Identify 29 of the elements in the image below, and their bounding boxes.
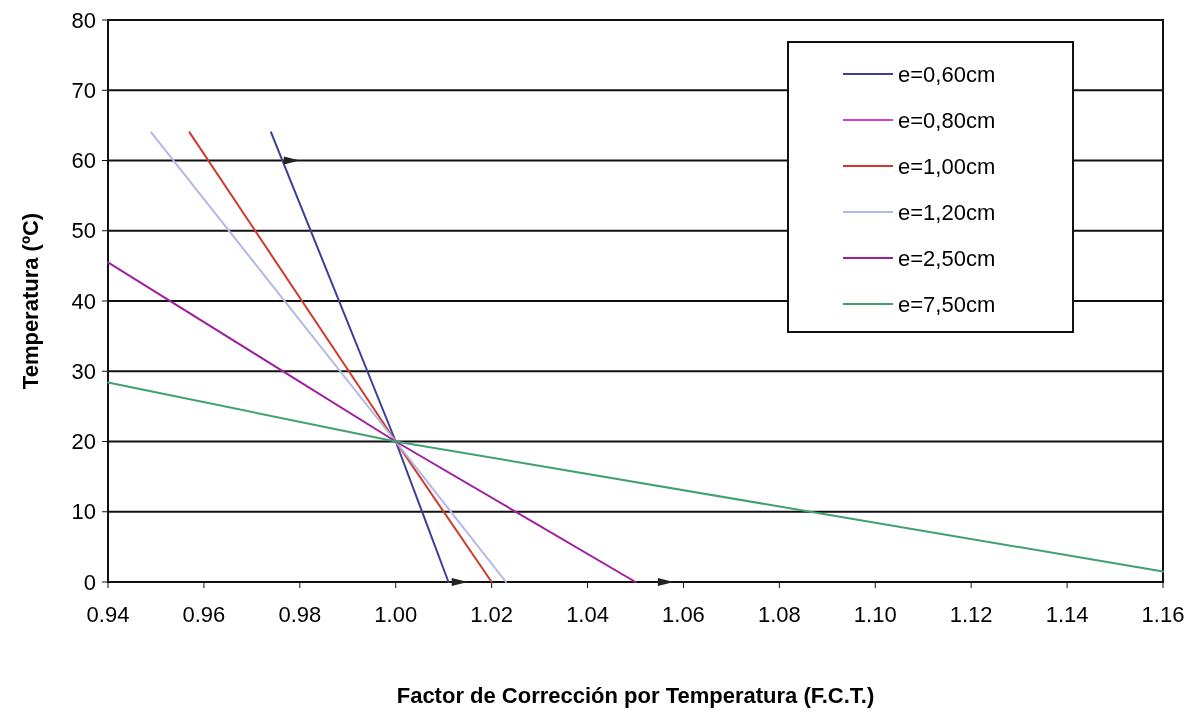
legend-label: e=0,80cm: [898, 107, 996, 133]
x-tick-label: 0.96: [182, 602, 226, 627]
legend-label: e=0,60cm: [898, 61, 996, 87]
legend-label: e=1,00cm: [898, 153, 996, 179]
y-tick-label: 70: [71, 77, 96, 103]
x-tick-label: 0.94: [86, 602, 130, 627]
x-tick-label: 1.12: [949, 602, 993, 627]
y-tick-label: 10: [71, 499, 96, 525]
y-tick-label: 30: [71, 358, 96, 384]
y-tick-label: 50: [71, 218, 96, 244]
x-tick-label: 1.06: [662, 602, 705, 627]
x-tick-label: 1.16: [1141, 602, 1185, 627]
x-tick-label: 1.04: [566, 602, 609, 627]
y-tick-label: 40: [71, 288, 96, 314]
y-tick-label: 0: [83, 569, 96, 595]
x-axis-title: Factor de Corrección por Temperatura (F.C.T.): [396, 683, 875, 708]
y-tick-label: 20: [71, 429, 96, 455]
x-tick-label: 1.10: [853, 602, 897, 627]
x-tick-label: 1.14: [1045, 602, 1089, 627]
legend-label: e=7,50cm: [898, 291, 996, 317]
x-tick-label: 1.00: [374, 602, 418, 627]
x-tick-label: 1.02: [470, 602, 514, 627]
y-axis-title: Temperatura (ºC): [18, 212, 43, 390]
y-tick-label: 80: [71, 7, 96, 33]
legend-label: e=2,50cm: [898, 245, 996, 271]
x-tick-label: 1.08: [757, 602, 801, 627]
y-tick-label: 60: [71, 148, 96, 174]
x-tick-label: 0.98: [278, 602, 322, 627]
legend-label: e=1,20cm: [898, 199, 996, 225]
